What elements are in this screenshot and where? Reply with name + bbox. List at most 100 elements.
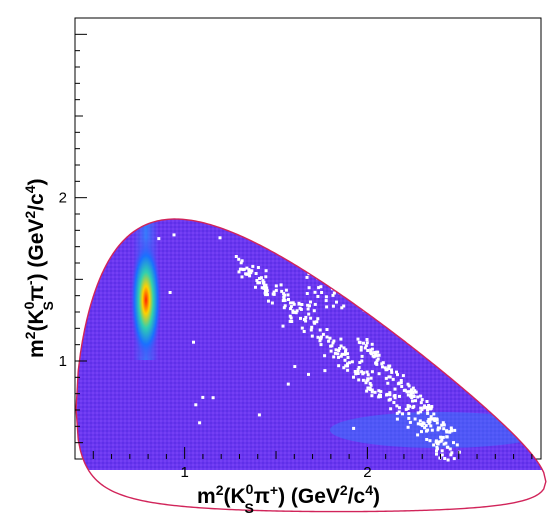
empty-bin bbox=[397, 322, 401, 326]
empty-bin bbox=[254, 272, 258, 275]
empty-bin bbox=[406, 407, 410, 410]
empty-bin bbox=[347, 277, 351, 281]
empty-bin bbox=[245, 266, 249, 270]
empty-bin bbox=[347, 225, 350, 229]
empty-bin bbox=[299, 307, 303, 311]
empty-bin bbox=[435, 421, 439, 425]
empty-bin bbox=[332, 355, 336, 359]
empty-bin bbox=[365, 379, 369, 383]
empty-bin bbox=[358, 227, 362, 231]
empty-bin bbox=[444, 441, 448, 445]
empty-bin bbox=[449, 453, 453, 457]
empty-bin bbox=[344, 348, 348, 352]
empty-bin bbox=[332, 283, 335, 286]
empty-bin bbox=[427, 404, 431, 407]
empty-bin bbox=[441, 421, 445, 425]
empty-bin bbox=[337, 349, 341, 352]
empty-bin bbox=[247, 270, 251, 274]
empty-bin bbox=[394, 317, 398, 321]
empty-bin bbox=[374, 361, 378, 365]
empty-bin bbox=[442, 442, 446, 446]
empty-bin bbox=[242, 267, 246, 271]
empty-bin bbox=[433, 419, 437, 422]
empty-bin bbox=[453, 428, 457, 432]
empty-bin bbox=[430, 417, 434, 421]
empty-bin bbox=[274, 288, 278, 292]
empty-bin bbox=[324, 295, 328, 299]
empty-bin bbox=[282, 234, 286, 238]
empty-bin bbox=[300, 303, 304, 306]
empty-bin bbox=[316, 317, 320, 321]
empty-bin bbox=[357, 247, 360, 251]
empty-bin bbox=[419, 422, 423, 426]
empty-bin bbox=[340, 352, 344, 356]
empty-bin bbox=[362, 341, 365, 345]
empty-bin bbox=[436, 428, 440, 432]
empty-bin bbox=[414, 399, 417, 403]
empty-bin bbox=[364, 344, 368, 348]
empty-bin bbox=[300, 162, 303, 165]
empty-bin bbox=[362, 260, 366, 264]
y-tick-label: 2 bbox=[59, 190, 67, 207]
empty-bin bbox=[340, 306, 344, 310]
y-tick-label: 1 bbox=[59, 353, 67, 370]
empty-bin bbox=[251, 264, 255, 268]
empty-bin bbox=[369, 376, 373, 380]
empty-bin bbox=[309, 245, 313, 249]
empty-bin bbox=[374, 351, 378, 355]
empty-bin bbox=[425, 429, 428, 433]
empty-bin bbox=[289, 305, 293, 309]
empty-bin bbox=[399, 381, 403, 385]
empty-bin bbox=[360, 354, 364, 358]
empty-bin bbox=[336, 232, 340, 236]
empty-bin bbox=[360, 370, 364, 374]
empty-bin bbox=[374, 243, 378, 247]
empty-bin bbox=[448, 430, 452, 434]
empty-bin bbox=[267, 299, 270, 303]
empty-bin bbox=[274, 219, 278, 223]
empty-bin bbox=[368, 388, 372, 391]
empty-bin bbox=[319, 335, 323, 339]
empty-bin bbox=[388, 393, 392, 397]
empty-bin bbox=[432, 417, 436, 421]
empty-bin bbox=[343, 235, 347, 239]
empty-bin bbox=[343, 352, 347, 356]
empty-bin bbox=[291, 310, 295, 314]
empty-bin bbox=[274, 284, 278, 288]
empty-bin bbox=[414, 390, 418, 394]
empty-bin bbox=[374, 250, 378, 254]
empty-bin bbox=[353, 370, 357, 373]
empty-bin bbox=[307, 372, 310, 376]
empty-bin bbox=[446, 445, 450, 449]
empty-bin bbox=[364, 381, 368, 385]
empty-bin bbox=[309, 328, 313, 332]
empty-bin bbox=[380, 362, 384, 366]
empty-bin bbox=[412, 404, 416, 408]
empty-bin bbox=[263, 284, 266, 288]
empty-bin bbox=[445, 435, 449, 439]
empty-bin bbox=[218, 236, 222, 240]
empty-bin bbox=[280, 289, 284, 293]
empty-bin bbox=[408, 420, 412, 424]
empty-bin bbox=[337, 355, 340, 359]
empty-bin bbox=[284, 288, 288, 292]
empty-bin bbox=[435, 447, 439, 451]
empty-bin bbox=[318, 339, 322, 343]
empty-bin bbox=[416, 395, 420, 399]
x-tick-label: 1 bbox=[180, 464, 188, 481]
empty-bin bbox=[423, 426, 427, 430]
empty-bin bbox=[339, 243, 343, 247]
empty-bin bbox=[336, 226, 340, 230]
empty-bin bbox=[291, 301, 295, 305]
empty-bin bbox=[263, 286, 267, 290]
empty-bin bbox=[425, 400, 429, 403]
empty-bin bbox=[381, 365, 384, 369]
empty-bin bbox=[375, 359, 379, 363]
empty-bin bbox=[333, 351, 337, 355]
empty-bin bbox=[325, 226, 329, 230]
empty-bin bbox=[286, 382, 290, 386]
empty-bin bbox=[339, 282, 343, 286]
empty-bin bbox=[313, 302, 317, 306]
empty-bin bbox=[306, 153, 309, 156]
empty-bin bbox=[384, 376, 388, 380]
